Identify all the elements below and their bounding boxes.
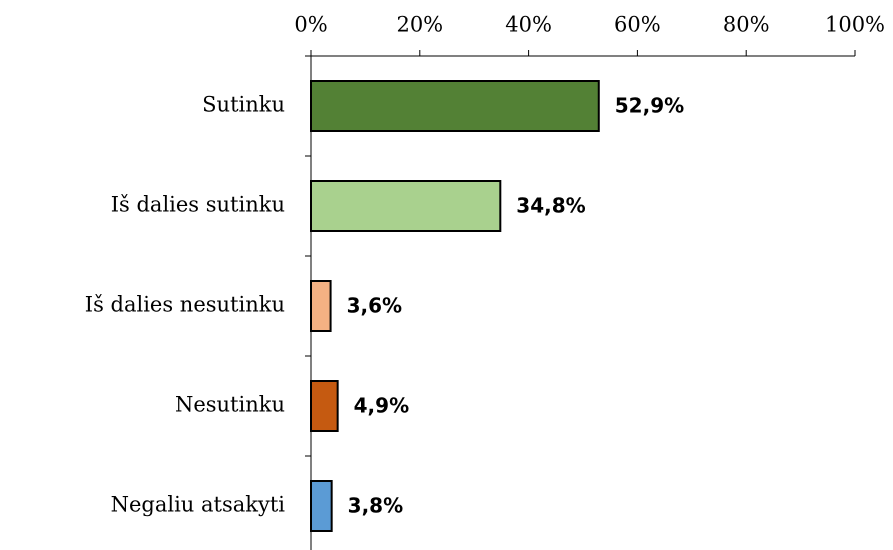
x-tick-label: 20%	[396, 13, 443, 37]
value-label: 34,8%	[516, 194, 585, 218]
bar	[310, 380, 339, 432]
x-tick-label: 0%	[294, 13, 327, 37]
bar	[310, 80, 600, 132]
y-tick-label: Iš dalies nesutinku	[85, 293, 285, 317]
value-label: 52,9%	[615, 94, 684, 118]
value-label: 4,9%	[354, 394, 409, 418]
y-tick-label: Negaliu atsakyti	[111, 493, 286, 517]
y-tick-label: Iš dalies sutinku	[111, 193, 285, 217]
bar	[310, 180, 502, 232]
x-tick-label: 40%	[505, 13, 552, 37]
x-tick-label: 80%	[723, 13, 770, 37]
x-tick-label: 100%	[825, 13, 885, 37]
value-label: 3,8%	[348, 494, 403, 518]
y-tick-label: Nesutinku	[175, 393, 285, 417]
value-label: 3,6%	[347, 294, 402, 318]
bar	[310, 480, 333, 532]
y-tick-label: Sutinku	[202, 93, 285, 117]
bar	[310, 280, 332, 332]
x-tick-label: 60%	[614, 13, 661, 37]
